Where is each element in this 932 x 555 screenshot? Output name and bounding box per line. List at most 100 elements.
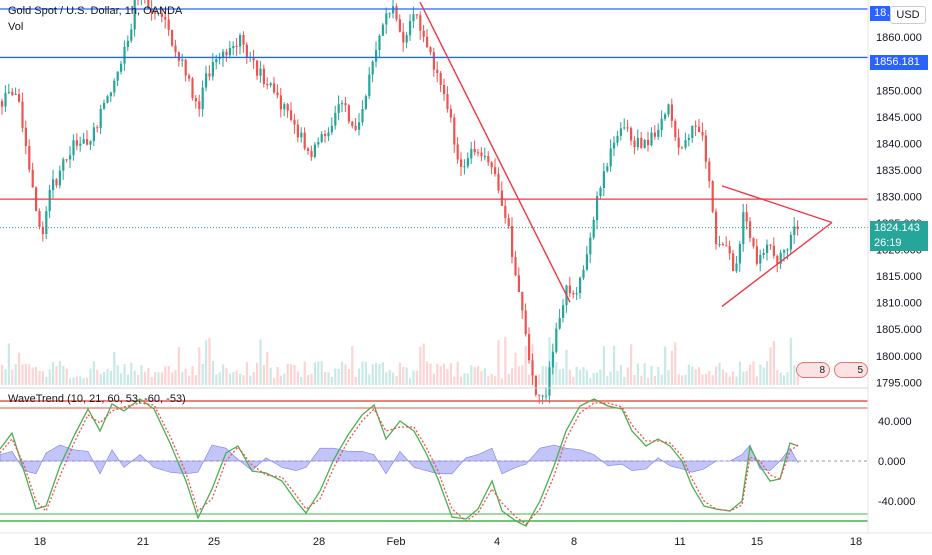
candle-body [494, 167, 497, 174]
volume-bar [232, 372, 235, 385]
volume-bar [164, 366, 167, 385]
volume-bar [262, 365, 265, 385]
volume-bar [511, 368, 514, 385]
volume-bar [41, 371, 44, 385]
candle-body [106, 96, 109, 103]
volume-bar [4, 369, 7, 385]
volume-bar [439, 366, 442, 385]
volume-bar [1, 364, 4, 385]
volume-bar [201, 364, 204, 385]
volume-bar [99, 373, 102, 385]
volume-bar [409, 378, 412, 385]
candle-body [126, 40, 129, 47]
candle-body [674, 120, 677, 138]
volume-bar [728, 376, 731, 385]
candle-body [446, 94, 449, 110]
volume-bar [208, 337, 211, 385]
candle-body [558, 318, 561, 329]
volume-bar [670, 350, 673, 385]
trendline [721, 221, 833, 307]
candle-body [222, 51, 225, 58]
candle-body [188, 75, 191, 79]
candle-body [211, 62, 214, 77]
candle-body [1, 100, 4, 107]
wavetrend-label: WaveTrend (10, 21, 60, 53, -60, -53) [8, 393, 186, 405]
candle-body [715, 211, 718, 245]
candle-body [361, 108, 364, 123]
volume-bar [660, 374, 663, 385]
economic-event-icon[interactable]: 5 [834, 362, 868, 378]
candle-body [347, 105, 350, 122]
volume-bar [86, 377, 89, 385]
candle-body [65, 159, 68, 161]
candle-body [395, 6, 398, 20]
candle-body [52, 179, 55, 191]
volume-bar [524, 346, 527, 385]
candle-body [38, 210, 41, 227]
price-tick-label: 1815.000 [876, 271, 922, 283]
candle-body [572, 293, 575, 295]
volume-bar [609, 371, 612, 385]
candle-body [412, 14, 415, 22]
volume-bar [368, 374, 371, 385]
volume-bar [307, 375, 310, 385]
candle-body [120, 63, 123, 72]
volume-bar [412, 370, 415, 385]
volume-bar [562, 368, 565, 385]
volume-bar [252, 372, 255, 385]
candle-body [31, 169, 34, 188]
candle-body [704, 135, 707, 162]
volume-bar [283, 373, 286, 385]
candle-body [334, 112, 337, 126]
candle-body [320, 133, 323, 142]
volume-bar [500, 378, 503, 385]
currency-button[interactable]: USD [890, 6, 926, 24]
candle-body [55, 179, 58, 186]
candle-body [725, 245, 728, 247]
candle-body [789, 234, 792, 250]
volume-bar [296, 371, 299, 385]
volume-bar [354, 377, 357, 385]
candle-body [130, 29, 133, 41]
time-tick-label: 8 [571, 536, 577, 548]
candle-body [568, 285, 571, 294]
candle-body [796, 226, 799, 230]
volume-bar [443, 363, 446, 385]
volume-bar [113, 352, 116, 385]
volume-bar [327, 372, 330, 385]
volume-bar [317, 361, 320, 385]
candle-body [259, 68, 262, 76]
symbol-title: Gold Spot / U.S. Dollar, 1h, OANDA [8, 5, 183, 17]
price-tick-label: 1830.000 [876, 191, 922, 203]
volume-bar [545, 366, 548, 385]
candle-body [752, 238, 755, 247]
volume-bar [480, 371, 483, 385]
candle-body [769, 244, 772, 246]
price-tick-label: 1810.000 [876, 298, 922, 310]
volume-bar [140, 365, 143, 385]
volume-bar [796, 375, 799, 385]
volume-bar [242, 375, 245, 385]
candle-body [242, 35, 245, 45]
candle-body [215, 58, 218, 63]
candle-body [24, 127, 27, 146]
volume-bar [514, 352, 517, 385]
volume-bar [470, 365, 473, 385]
volume-bar [789, 337, 792, 385]
volume-bar [517, 366, 520, 385]
time-tick-label: 11 [674, 536, 685, 548]
volume-bar [171, 372, 174, 385]
candle-body [473, 148, 476, 153]
candle-body [755, 246, 758, 264]
volume-bar [69, 378, 72, 385]
candle-body [266, 83, 269, 86]
volume-bars [1, 336, 799, 385]
volume-bar [405, 367, 408, 385]
volume-bar [715, 366, 718, 385]
volume-bar [691, 366, 694, 385]
volume-bar [72, 377, 75, 385]
candle-body [7, 91, 10, 93]
volume-bar [776, 369, 779, 385]
economic-event-icon[interactable]: 8 [796, 362, 830, 378]
